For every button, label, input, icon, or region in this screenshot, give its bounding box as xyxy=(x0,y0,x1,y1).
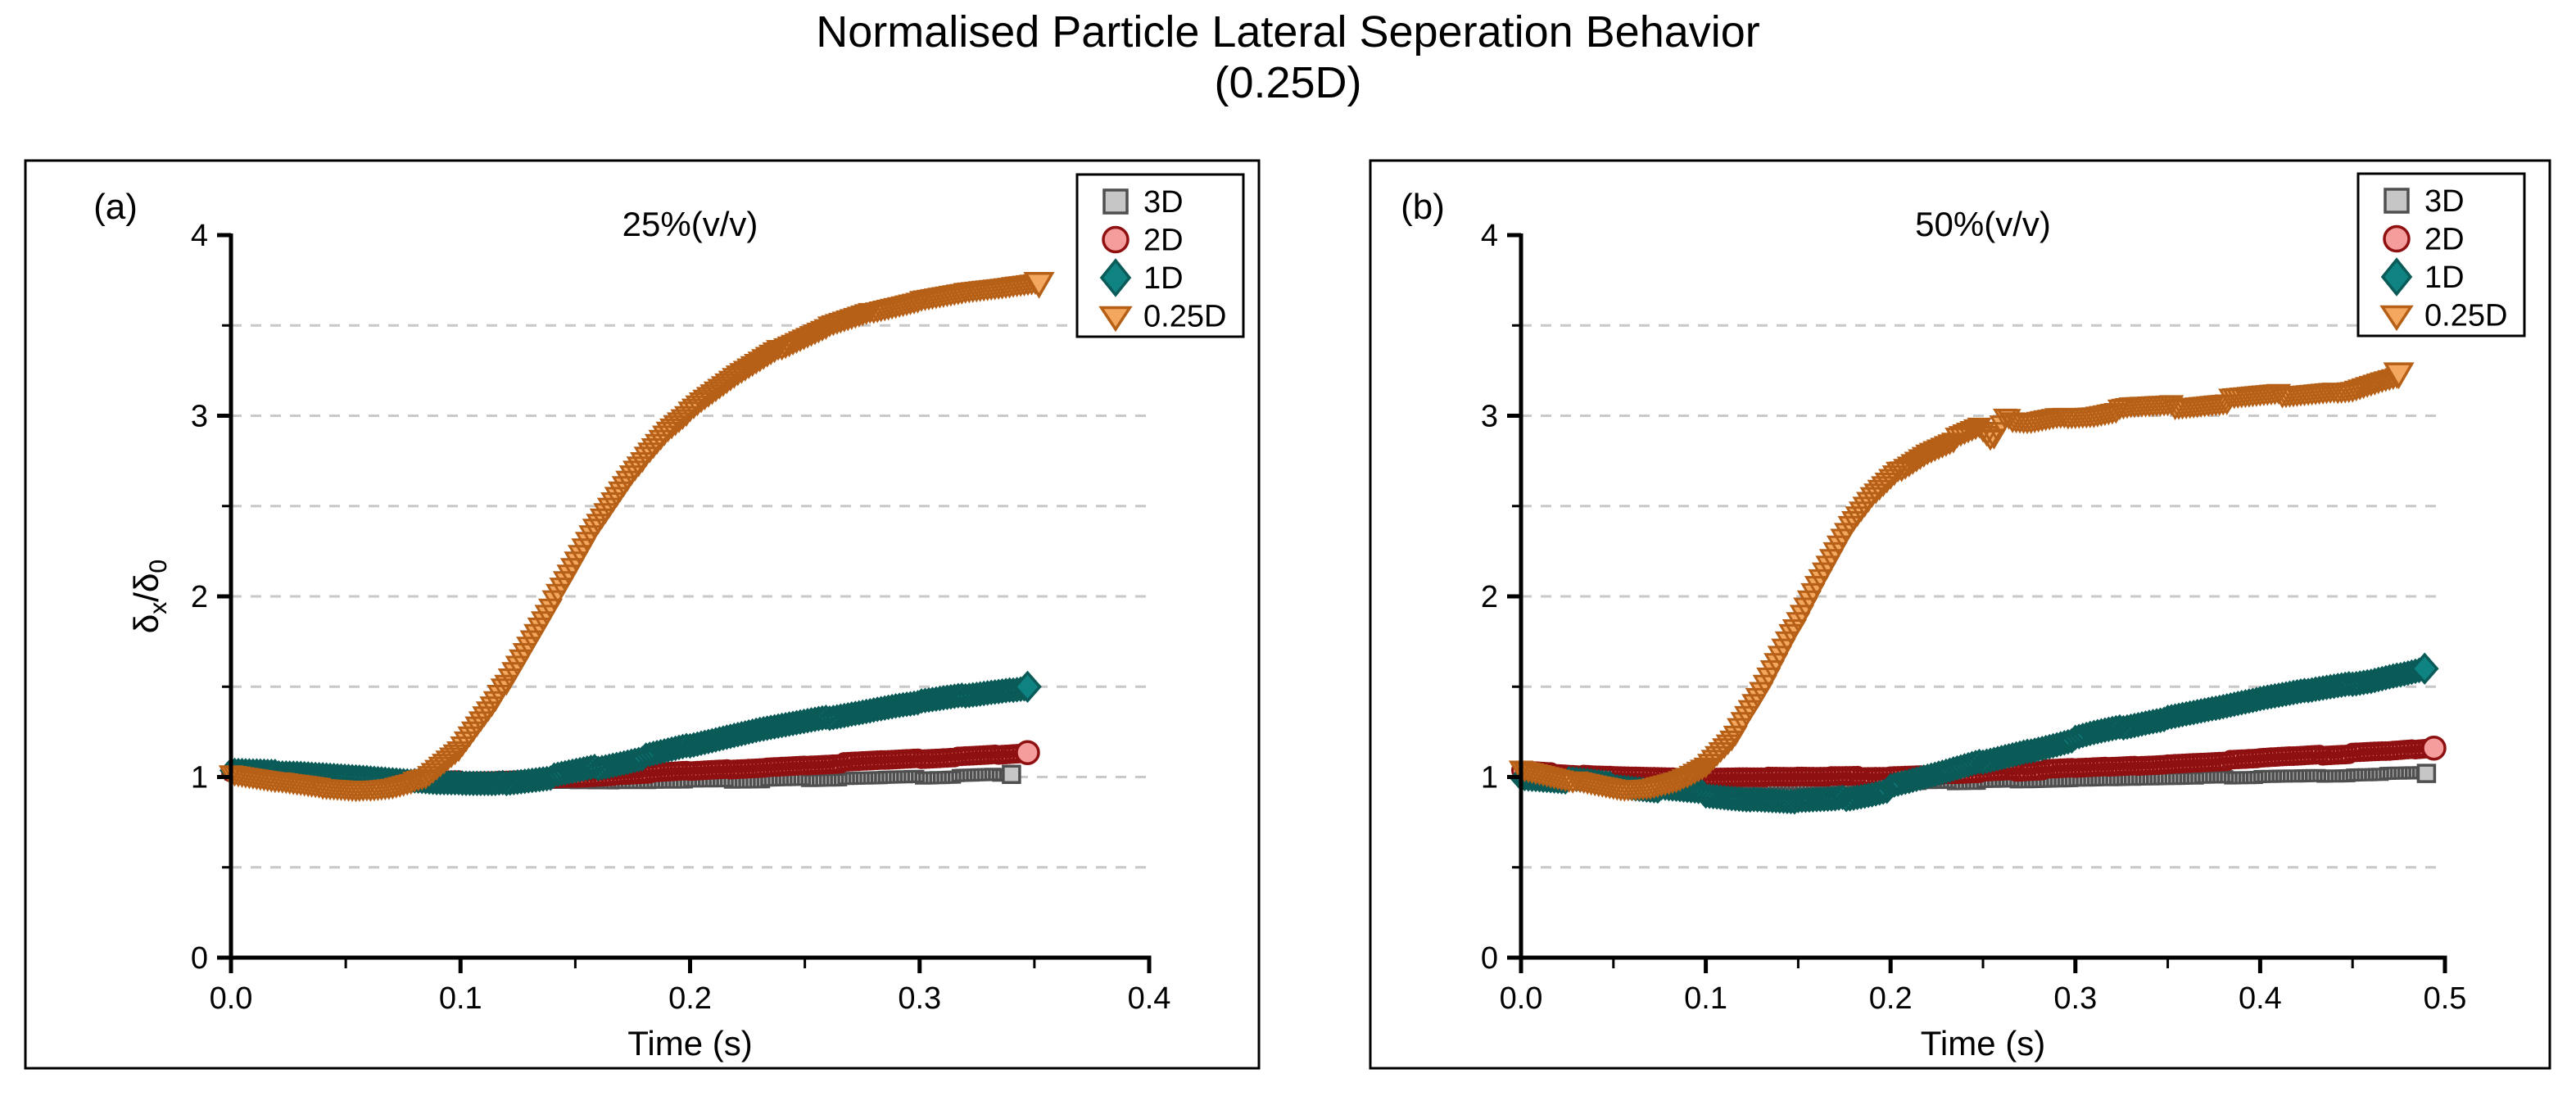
panel-title: 25%(v/v) xyxy=(622,205,758,243)
x-tick-label-0.4: 0.4 xyxy=(2239,981,2282,1016)
x-tick-label-0.3: 0.3 xyxy=(898,981,941,1016)
panel-title: 50%(v/v) xyxy=(1915,205,2051,243)
legend-label-2D: 2D xyxy=(1143,224,1184,258)
y-tick-label-2: 2 xyxy=(191,580,208,614)
y-tick-label-3: 3 xyxy=(191,400,208,434)
x-tick-label-0.0: 0.0 xyxy=(1500,981,1543,1016)
legend-marker-0.25D xyxy=(1098,306,1133,333)
legend-label-3D: 3D xyxy=(2424,184,2465,219)
x-tick-label-0.1: 0.1 xyxy=(1684,981,1727,1016)
x-tick-label-0.3: 0.3 xyxy=(2053,981,2097,1016)
y-tick-label-0: 0 xyxy=(191,941,208,976)
figure-title: Normalised Particle Lateral Seperation B… xyxy=(0,7,2576,108)
legend-label-1D: 1D xyxy=(2424,261,2465,295)
series-2D-end-marker xyxy=(1015,740,1040,765)
legend-label-0.25D: 0.25D xyxy=(2424,299,2507,333)
x-tick-label-0.4: 0.4 xyxy=(1128,981,1171,1016)
x-tick-label-0.5: 0.5 xyxy=(2424,981,2467,1016)
panel-letter: (a) xyxy=(93,187,138,227)
y-tick-label-1: 1 xyxy=(191,761,208,795)
y-axis-title: δx/δ0 xyxy=(127,560,172,633)
series-3D-end-marker xyxy=(2416,763,2437,783)
series-0.25D-band xyxy=(218,274,1048,803)
legend-label-1D: 1D xyxy=(1143,261,1184,296)
y-tick-label-4: 4 xyxy=(1481,219,1498,253)
legend: 3D 2D 1D 0.25D xyxy=(2356,172,2526,338)
figure-title-line1: Normalised Particle Lateral Seperation B… xyxy=(816,7,1760,57)
legend-marker-2D xyxy=(2383,224,2411,253)
y-tick-label-3: 3 xyxy=(1481,400,1498,434)
panel-frame xyxy=(1369,159,2551,1070)
panel-a: 0 1 2 3 4 0.0 0.1 0.2 0.3 0.4 (a) 25%(v/v) Time (s) δ… xyxy=(24,159,1261,1070)
series-3D-end-marker xyxy=(1002,764,1021,784)
series-0.25D-end-marker xyxy=(1023,272,1055,299)
series-0.25D-end-marker xyxy=(2383,362,2415,390)
series-1D-end-marker xyxy=(2410,652,2439,685)
x-tick-label-0.2: 0.2 xyxy=(1869,981,1913,1016)
series-0.25D-band xyxy=(1508,368,2410,802)
y-axis-title: δx/δ0 xyxy=(127,560,172,633)
legend-marker-3D xyxy=(2384,188,2410,214)
panel-letter: (b) xyxy=(1401,187,1445,227)
x-tick-label-0.2: 0.2 xyxy=(668,981,712,1016)
legend-label-3D: 3D xyxy=(1143,185,1184,220)
y-tick-label-1: 1 xyxy=(1481,761,1498,795)
legend-label-2D: 2D xyxy=(2424,223,2465,257)
figure-title-line2: (0.25D) xyxy=(1214,58,1362,107)
y-tick-label-4: 4 xyxy=(191,219,208,253)
x-tick-label-0.0: 0.0 xyxy=(210,981,253,1016)
legend-marker-1D xyxy=(2380,257,2413,297)
y-tick-label-0: 0 xyxy=(1481,941,1498,976)
panel-frame xyxy=(24,159,1261,1070)
legend-marker-1D xyxy=(1099,258,1132,297)
series-2D-end-marker xyxy=(2421,735,2447,761)
x-tick-label-0.1: 0.1 xyxy=(439,981,482,1016)
series-1D-end-marker xyxy=(1013,670,1042,703)
legend-marker-0.25D xyxy=(2379,305,2414,332)
x-axis-title: Time (s) xyxy=(1921,1024,2045,1062)
x-axis-title: Time (s) xyxy=(627,1024,752,1062)
legend-marker-3D xyxy=(1102,188,1129,215)
panel-b: 0 1 2 3 4 0.0 0.1 0.2 0.3 0.4 0.5 (b) 50%(v/v) Time (… xyxy=(127,159,2551,1070)
legend-marker-2D xyxy=(1102,225,1130,254)
legend-label-0.25D: 0.25D xyxy=(1143,300,1226,334)
y-tick-label-2: 2 xyxy=(1481,580,1498,614)
